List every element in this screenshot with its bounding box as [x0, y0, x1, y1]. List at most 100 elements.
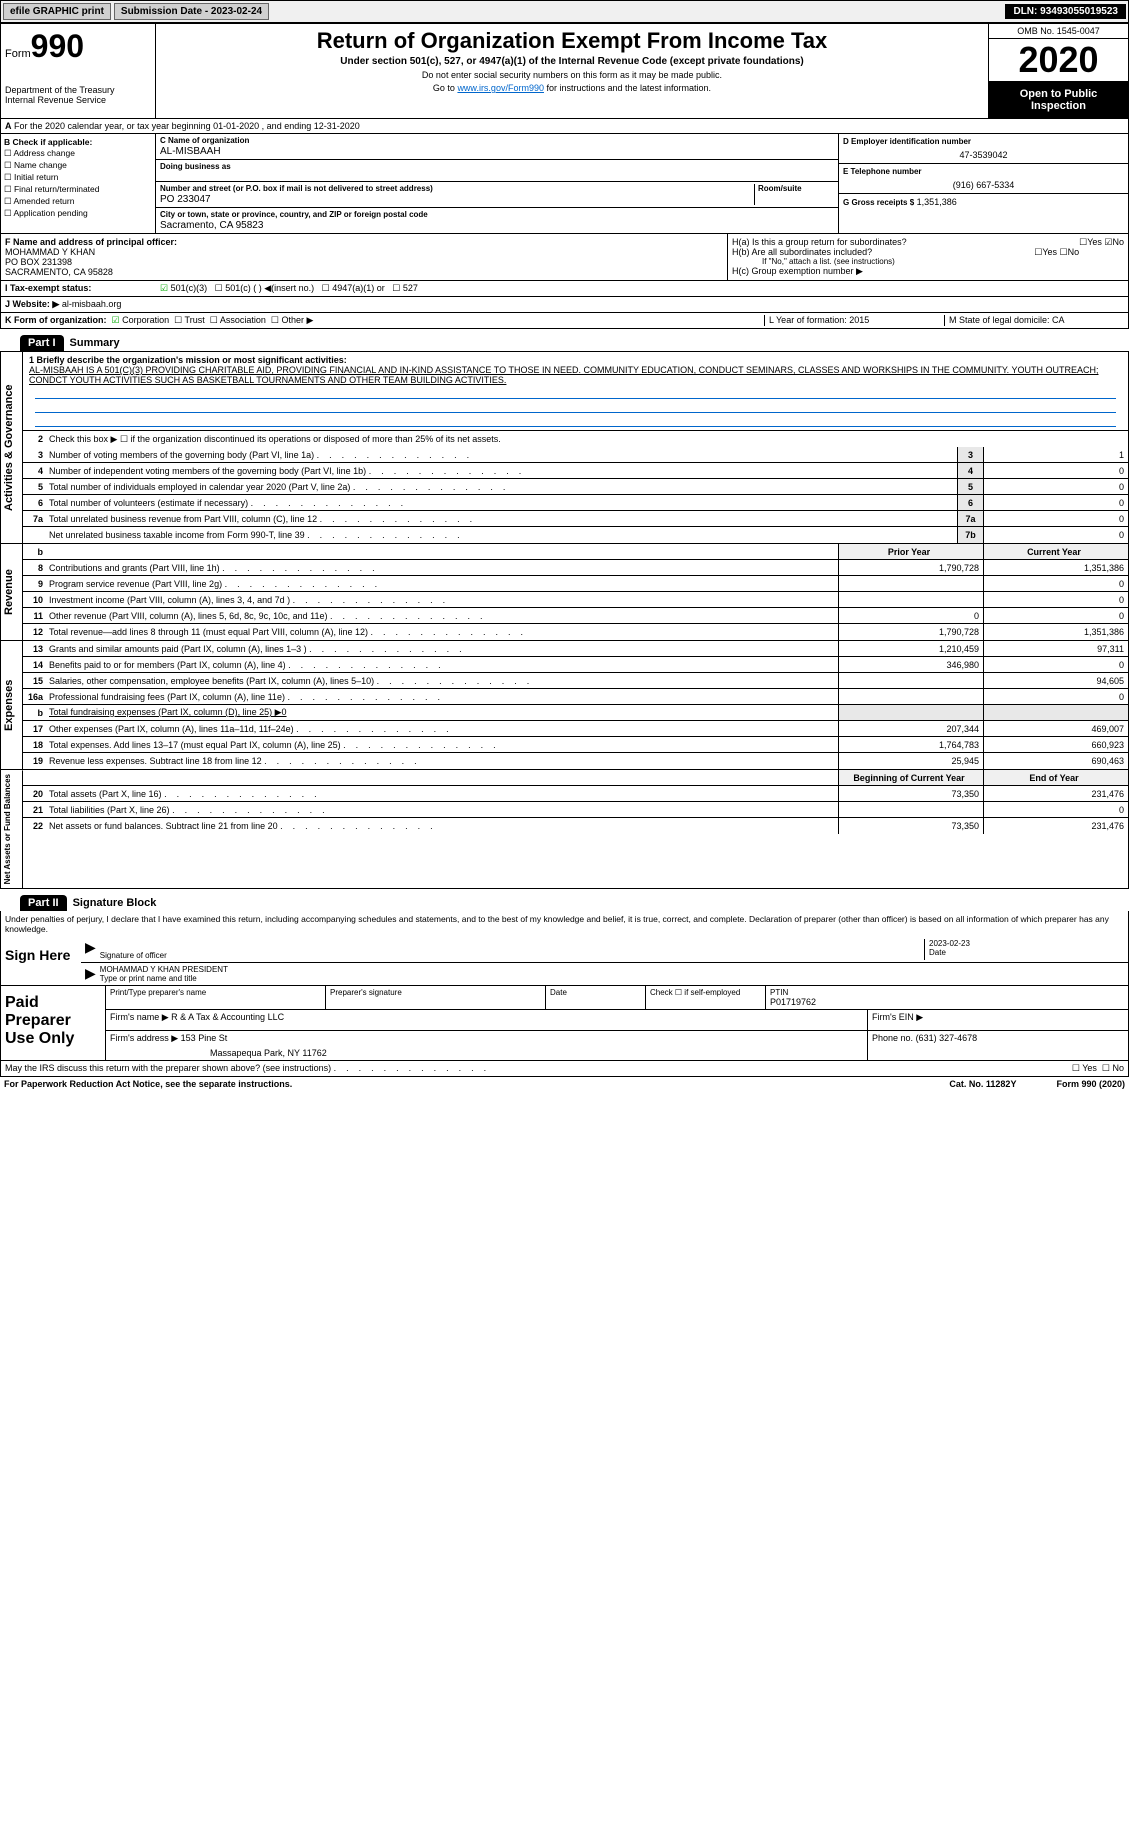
line-desc: Net assets or fund balances. Subtract li…: [47, 820, 838, 832]
chk-501c3[interactable]: [160, 283, 171, 293]
ha-yes[interactable]: [1079, 237, 1087, 247]
sig-officer-lbl: Signature of officer: [100, 951, 924, 960]
paid-preparer-label: Paid Preparer Use Only: [1, 986, 106, 1060]
line-desc: Other expenses (Part IX, column (A), lin…: [47, 723, 838, 735]
chk-4947[interactable]: [322, 283, 333, 293]
line-current: 0: [983, 608, 1128, 623]
table-row: 20 Total assets (Part X, line 16) 73,350…: [23, 786, 1128, 802]
chk-final-return[interactable]: Final return/terminated: [4, 184, 152, 195]
hb-yes[interactable]: [1034, 247, 1042, 257]
col-f: F Name and address of principal officer:…: [1, 234, 728, 280]
section-b-block: B Check if applicable: Address change Na…: [0, 134, 1129, 234]
chk-corp[interactable]: [112, 315, 123, 325]
field-gross: G Gross receipts $ 1,351,386: [839, 194, 1128, 222]
chk-application[interactable]: Application pending: [4, 208, 152, 219]
line-desc: Total expenses. Add lines 13–17 (must eq…: [47, 739, 838, 751]
form-word: Form: [5, 48, 31, 60]
sign-fields: Signature of officer 2023-02-23Date MOHA…: [81, 937, 1128, 985]
header-right: OMB No. 1545-0047 2020 Open to Public In…: [988, 24, 1128, 118]
net-header-row: Beginning of Current Year End of Year: [23, 770, 1128, 786]
irs-link[interactable]: www.irs.gov/Form990: [457, 83, 544, 93]
table-row: 3 Number of voting members of the govern…: [23, 447, 1128, 463]
discuss-text: May the IRS discuss this return with the…: [5, 1063, 486, 1074]
table-row: 5 Total number of individuals employed i…: [23, 479, 1128, 495]
mission-block: 1 Briefly describe the organization's mi…: [23, 352, 1128, 431]
prep-row2: Firm's name ▶ R & A Tax & Accounting LLC…: [106, 1010, 1128, 1031]
line-box: 3: [957, 447, 983, 462]
line-desc: Investment income (Part VIII, column (A)…: [47, 594, 838, 606]
officer-addr: PO BOX 231398: [5, 257, 723, 267]
table-row: 17 Other expenses (Part IX, column (A), …: [23, 721, 1128, 737]
line-num: 17: [23, 724, 47, 734]
table-row: 9 Program service revenue (Part VIII, li…: [23, 576, 1128, 592]
chk-other[interactable]: [271, 315, 282, 325]
blank-line: [35, 385, 1116, 399]
line-prior: [838, 592, 983, 607]
line2: 2Check this box ▶ ☐ if the organization …: [23, 431, 1128, 447]
table-row: 14 Benefits paid to or for members (Part…: [23, 657, 1128, 673]
firm-name-lbl: Firm's name ▶: [110, 1012, 169, 1022]
hb-no[interactable]: [1060, 247, 1068, 257]
line-current: 0: [983, 657, 1128, 672]
prep-row1: Print/Type preparer's name Preparer's si…: [106, 986, 1128, 1010]
vtab-expenses: Expenses: [1, 641, 23, 769]
field-org-name: C Name of organization AL-MISBAAH: [156, 134, 838, 160]
ha-no[interactable]: [1104, 237, 1112, 247]
discuss-no[interactable]: [1102, 1063, 1113, 1073]
chk-initial-return[interactable]: Initial return: [4, 172, 152, 183]
blank-line: [35, 399, 1116, 413]
line-desc: Number of voting members of the governin…: [47, 449, 957, 461]
line-num: 15: [23, 676, 47, 686]
officer-lbl: F Name and address of principal officer:: [5, 237, 723, 247]
col-current-hdr: Current Year: [983, 544, 1128, 559]
chk-assoc[interactable]: [210, 315, 220, 325]
chk-527[interactable]: [392, 283, 403, 293]
table-row: 11 Other revenue (Part VIII, column (A),…: [23, 608, 1128, 624]
chk-address-change[interactable]: Address change: [4, 148, 152, 159]
line-desc: Revenue less expenses. Subtract line 18 …: [47, 755, 838, 767]
opt-4947: 4947(a)(1) or: [332, 283, 385, 293]
line-desc: Total assets (Part X, line 16): [47, 788, 838, 800]
firm-phone-lbl: Phone no.: [872, 1033, 913, 1043]
phone-lbl: E Telephone number: [843, 167, 1124, 176]
row-i: I Tax-exempt status: 501(c)(3) 501(c) ( …: [0, 281, 1129, 297]
col-end-hdr: End of Year: [983, 770, 1128, 785]
form-header: Form990 Department of the Treasury Inter…: [0, 23, 1129, 119]
discuss-yes[interactable]: [1072, 1063, 1082, 1073]
chk-name-change[interactable]: Name change: [4, 160, 152, 171]
line-prior: 1,790,728: [838, 560, 983, 575]
chk-501c[interactable]: [215, 283, 226, 293]
line-num: 4: [23, 466, 47, 476]
prep-name-lbl: Print/Type preparer's name: [110, 988, 321, 997]
mission-txt: AL-MISBAAH IS A 501(C)(3) PROVIDING CHAR…: [29, 365, 1122, 385]
sign-here-label: Sign Here: [1, 937, 81, 985]
efile-label[interactable]: efile GRAPHIC print: [3, 3, 111, 20]
table-row: 7a Total unrelated business revenue from…: [23, 511, 1128, 527]
line-desc: Total liabilities (Part X, line 26): [47, 804, 838, 816]
line-desc: Total number of individuals employed in …: [47, 481, 957, 493]
netassets-table: Net Assets or Fund Balances Beginning of…: [0, 770, 1129, 889]
sig-name-line: MOHAMMAD Y KHAN PRESIDENTType or print n…: [81, 963, 1128, 985]
line-desc: Total unrelated business revenue from Pa…: [47, 513, 957, 525]
col-b-checkboxes: B Check if applicable: Address change Na…: [1, 134, 156, 233]
form-title: Return of Organization Exempt From Incom…: [160, 28, 984, 54]
line-prior: 73,350: [838, 786, 983, 801]
prep-sig-lbl: Preparer's signature: [330, 988, 541, 997]
sig-date-val: 2023-02-23: [929, 939, 1124, 948]
line-num: 9: [23, 579, 47, 589]
goto-pre: Go to: [433, 83, 458, 93]
city-lbl: City or town, state or province, country…: [160, 210, 834, 219]
part1-title: Summary: [70, 337, 120, 349]
line-prior: [838, 705, 983, 720]
table-row: 21 Total liabilities (Part X, line 26) 0: [23, 802, 1128, 818]
chk-trust[interactable]: [174, 315, 184, 325]
line-box: 4: [957, 463, 983, 478]
top-bar: efile GRAPHIC print Submission Date - 20…: [0, 0, 1129, 23]
part1-header: Part I: [20, 335, 64, 351]
line-current: 660,923: [983, 737, 1128, 752]
chk-amended[interactable]: Amended return: [4, 196, 152, 207]
paperwork-text: For Paperwork Reduction Act Notice, see …: [4, 1079, 292, 1089]
line-prior: 1,210,459: [838, 641, 983, 656]
line-amt: 0: [983, 479, 1128, 494]
opt-assoc: Association: [220, 315, 266, 325]
